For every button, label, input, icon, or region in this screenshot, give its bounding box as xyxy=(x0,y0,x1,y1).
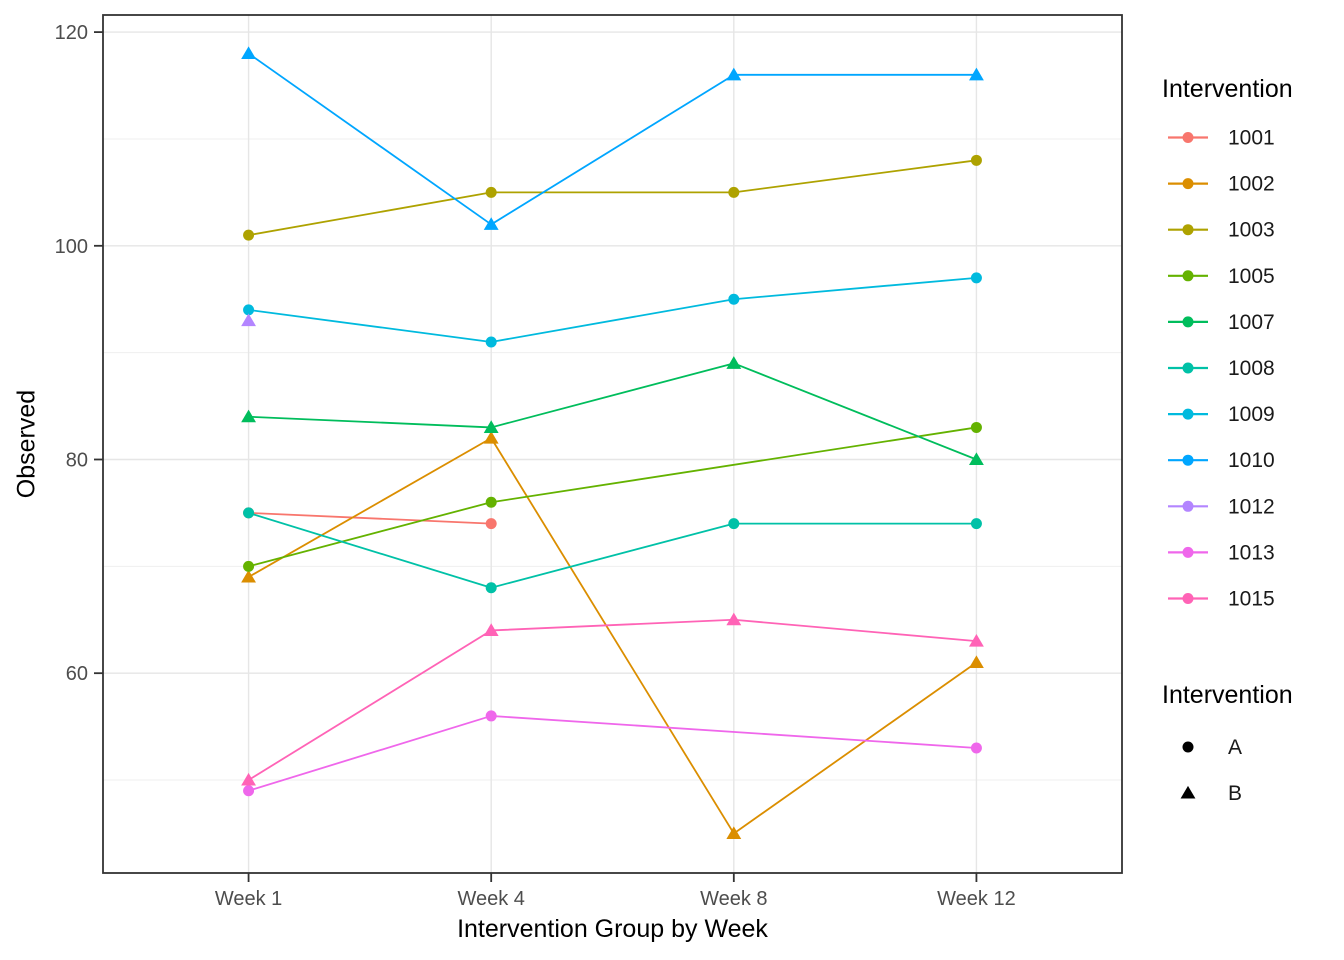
data-point-1010 xyxy=(969,67,984,81)
data-point-1005 xyxy=(970,421,982,433)
data-point-1005 xyxy=(243,560,255,572)
data-point-1002 xyxy=(726,826,742,839)
data-point-1001 xyxy=(485,518,497,530)
color-legend-title: Intervention xyxy=(1162,75,1293,103)
series-line-1010 xyxy=(248,52,977,226)
legend-item-label: 1005 xyxy=(1228,265,1275,288)
shape-legend-key xyxy=(1182,741,1194,753)
data-point-1009 xyxy=(485,336,497,348)
data-point-1007 xyxy=(969,452,984,465)
data-point-1007 xyxy=(483,420,499,433)
plot-panel xyxy=(103,15,1122,873)
shape-legend-item-A: A xyxy=(1182,736,1242,759)
legend-key-point xyxy=(1182,224,1194,236)
legend-key-point xyxy=(1182,408,1194,420)
series-line-1001 xyxy=(248,512,492,525)
data-point-1013 xyxy=(243,785,255,797)
y-axis-title: Observed xyxy=(12,389,41,499)
legend-item-label: 1015 xyxy=(1228,588,1275,611)
x-tick-label: Week 1 xyxy=(215,888,282,910)
data-point-1015 xyxy=(969,633,984,647)
series-line-1015 xyxy=(248,618,977,781)
y-tick-label: 100 xyxy=(55,236,88,258)
legend-key-point xyxy=(1182,132,1194,143)
legend-item-1015: 1015 xyxy=(1168,588,1275,611)
x-tick-label: Week 4 xyxy=(457,888,524,910)
legend-item-1009: 1009 xyxy=(1168,403,1275,426)
y-tick-label: 120 xyxy=(55,22,88,44)
series-line-1002 xyxy=(248,437,977,835)
data-point-1009 xyxy=(243,304,255,316)
data-point-1010 xyxy=(483,217,499,230)
data-point-1002 xyxy=(483,430,499,444)
legend-item-1005: 1005 xyxy=(1168,265,1275,288)
data-point-1008 xyxy=(485,582,497,594)
shape-legend-label: A xyxy=(1228,736,1242,759)
legend-key-point xyxy=(1182,362,1194,374)
legend-item-1002: 1002 xyxy=(1168,173,1275,196)
data-point-1007 xyxy=(726,356,742,369)
legend-key-point xyxy=(1182,178,1194,190)
legend-item-1013: 1013 xyxy=(1168,541,1275,564)
data-point-1008 xyxy=(243,507,255,519)
legend-item-label: 1007 xyxy=(1228,311,1275,334)
legend-item-label: 1010 xyxy=(1228,449,1275,472)
legend-item-label: 1009 xyxy=(1228,403,1275,426)
legend-item-label: 1012 xyxy=(1228,495,1275,518)
y-tick-label: 80 xyxy=(66,449,88,471)
legend-key-point xyxy=(1182,500,1194,512)
data-point-1008 xyxy=(728,518,740,530)
legend-item-1012: 1012 xyxy=(1168,495,1275,518)
y-tick-label: 60 xyxy=(66,663,88,685)
data-point-1009 xyxy=(728,293,740,305)
x-tick-label: Week 12 xyxy=(937,888,1016,910)
data-point-1002 xyxy=(969,655,984,669)
data-point-1013 xyxy=(970,742,982,754)
legend-item-label: 1003 xyxy=(1228,219,1275,242)
legend-key-point xyxy=(1182,316,1194,328)
series-line-1008 xyxy=(248,512,977,589)
series-line-1003 xyxy=(248,159,977,236)
data-point-1012 xyxy=(241,313,256,327)
data-point-1015 xyxy=(726,612,742,626)
data-point-1002 xyxy=(241,569,256,583)
legend-item-label: 1013 xyxy=(1228,541,1275,564)
data-point-1003 xyxy=(485,186,497,198)
x-tick-label: Week 8 xyxy=(700,888,767,910)
shape-legend-title: Intervention xyxy=(1162,681,1293,709)
data-point-1003 xyxy=(970,154,982,166)
data-point-1005 xyxy=(485,496,497,508)
legend-key-point xyxy=(1182,593,1194,604)
data-point-1015 xyxy=(483,623,499,636)
legend-item-1003: 1003 xyxy=(1168,219,1275,242)
data-point-1003 xyxy=(728,186,740,198)
legend-item-1007: 1007 xyxy=(1168,311,1275,334)
shape-legend-item-B: B xyxy=(1180,782,1242,805)
data-point-1007 xyxy=(241,409,256,423)
legend-item-label: 1002 xyxy=(1228,173,1275,196)
series-line-1007 xyxy=(248,362,977,461)
data-point-1010 xyxy=(726,67,742,81)
data-point-1015 xyxy=(241,772,256,786)
shape-legend-key xyxy=(1180,785,1196,799)
legend-item-1001: 1001 xyxy=(1168,127,1275,150)
data-point-1009 xyxy=(970,272,982,284)
legend-item-label: 1001 xyxy=(1228,127,1275,150)
data-point-1008 xyxy=(970,518,982,530)
legend-item-1010: 1010 xyxy=(1168,449,1275,472)
x-axis-title: Intervention Group by Week xyxy=(457,915,768,943)
shape-legend-label: B xyxy=(1228,782,1242,805)
data-point-1010 xyxy=(241,46,256,59)
legend-item-label: 1008 xyxy=(1228,357,1275,380)
data-point-1013 xyxy=(485,710,497,722)
legend-item-1008: 1008 xyxy=(1168,357,1275,380)
legend-key-point xyxy=(1182,270,1194,282)
data-point-1003 xyxy=(243,229,255,241)
panel-border xyxy=(102,14,1123,874)
legend-key-point xyxy=(1182,546,1194,558)
legend-key-point xyxy=(1182,454,1194,466)
series-line-1009 xyxy=(248,276,977,343)
